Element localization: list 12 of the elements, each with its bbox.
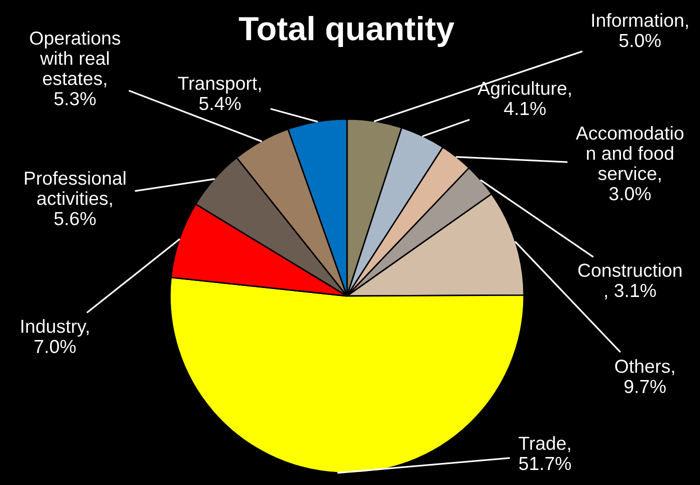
slice-label: Professional activities, 5.6% — [24, 171, 126, 226]
chart-title: Total quantity — [238, 16, 454, 48]
slice-label: Construction — [578, 263, 682, 277]
slice-label: Information, 5.0% — [592, 13, 688, 48]
slice-label: Operations with real estates, 5.3% — [30, 30, 120, 106]
data-label: , 3.1% — [605, 284, 656, 300]
slice-label: Transport, 5.4% — [178, 76, 261, 110]
slice-label: Agriculture, 4.1% — [478, 81, 571, 116]
slice-label: Accomodation and food service, 3.0% — [576, 126, 684, 200]
slice-label: Trade, 51.7% — [518, 436, 571, 470]
slice-label: Industry, 7.0% — [21, 319, 89, 354]
slice-label: Others, 9.7% — [615, 359, 674, 394]
